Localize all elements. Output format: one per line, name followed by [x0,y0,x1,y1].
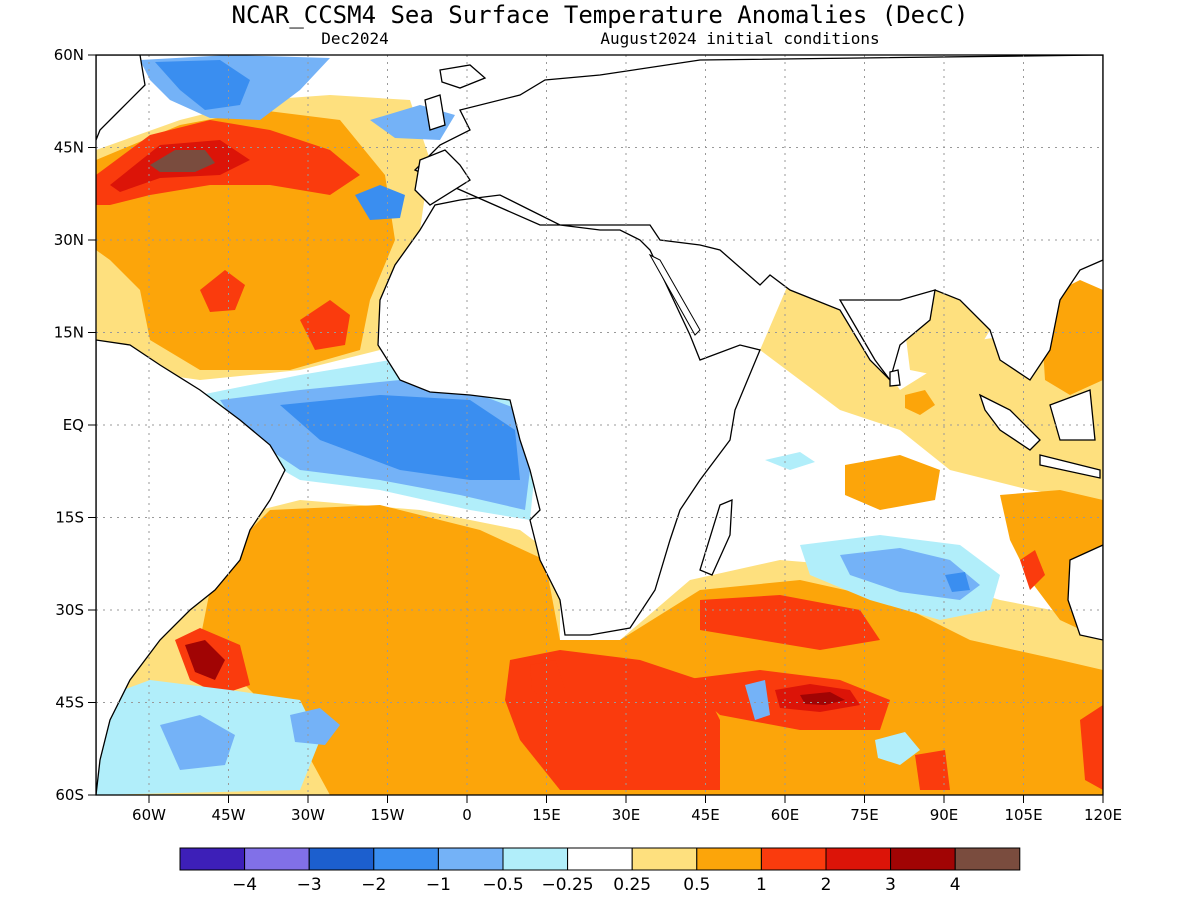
colorbar-label: −2 [361,875,386,895]
landmass-indonesia [978,389,1101,479]
lon-tick-label: 0 [462,806,472,824]
anomaly-region-subtropical-atl-red [200,270,245,312]
lat-tick-label: 30N [54,231,84,249]
anomaly-region-southern-red-mid [915,750,950,790]
colorbar-label: 1 [756,875,767,895]
colorbar-swatch [890,847,956,871]
anomaly-region-iberia-cool [355,185,405,220]
colorbar-swatch [373,847,439,871]
forecast-month-label: Dec2024 [321,29,388,48]
lon-tick-label: 120E [1084,806,1122,824]
lon-tick-label: 30E [612,806,641,824]
anomaly-region-agulhas-red [700,595,880,650]
colorbar-label: −1 [426,875,451,895]
colorbar-label: −3 [297,875,322,895]
lat-tick-label: 15N [54,324,84,342]
longitude-tick-labels: 60W 45W 30W 15W 0 15E 30E 45E 60E 75E 90E 105E 120E [132,795,1122,824]
anomaly-region-mascarene-cool [765,452,815,470]
colorbar-label: 3 [885,875,896,895]
colorbar-swatch [437,847,504,871]
initial-conditions-label: August2024 initial conditions [600,29,879,48]
anomaly-region-central-indian-orange [845,455,940,510]
anomaly-region-south-atlantic-red-patch [530,660,565,700]
anomaly-region-south-indian-colder [945,572,970,592]
anomaly-region-kerguelen-cool [875,732,920,765]
landmass-iberia-europe-edge [414,149,471,206]
lat-tick-label: 15S [55,509,84,527]
anomaly-region-crozet-cool [745,680,770,720]
lon-tick-label: 90E [930,806,959,824]
colorbar-label: −0.25 [542,875,594,895]
landmass-uk [424,94,446,131]
lon-tick-label: 15W [371,806,405,824]
anomaly-region-bay-orange [905,390,935,415]
lon-tick-label: 75E [850,806,879,824]
colorbar-label: 0.25 [613,875,651,895]
colorbar-swatch [502,847,569,871]
lat-tick-label: 45S [55,694,84,712]
lat-tick-label: 60N [54,46,84,64]
anomaly-field [96,55,1103,795]
anomaly-region-east-indian-red [1020,550,1045,590]
lon-tick-label: 15E [532,806,561,824]
colorbar-label: −0.5 [482,875,523,895]
colorbar: −4 −3 −2 −1 −0.5 −0.25 0.25 0.5 1 2 3 4 [179,847,1021,895]
landmass-australia [1067,544,1103,641]
colorbar-label: −4 [232,875,257,895]
anomaly-region-southern-ocean-max [800,692,845,705]
latitude-tick-labels: 60N 45N 30N 15N EQ 15S 30S 45S 60S [54,46,96,804]
colorbar-label: 2 [821,875,832,895]
anomaly-region-subpolar-cold [155,60,250,110]
landmass-africa-europe-asia [377,55,1103,636]
lon-tick-label: 45W [212,806,246,824]
lon-tick-label: 60E [771,806,800,824]
landmass-iceland [439,64,487,89]
landmass-south-america [96,339,286,795]
anomaly-region-southern-red-far-east [1080,705,1103,790]
anomaly-region-patagonia-cold [160,715,235,770]
colorbar-swatch [696,847,762,871]
anomaly-region-gulf-stream-max [150,150,215,172]
lon-tick-label: 30W [291,806,325,824]
colorbar-swatch [760,847,827,871]
colorbar-swatch [954,847,1021,871]
anomaly-region-equatorial-cold [280,395,520,480]
landmass-north-america [96,55,146,141]
landmass-madagascar [699,499,733,576]
landmass-sri-lanka [889,369,901,387]
lat-tick-label: 30S [55,601,84,619]
lon-tick-label: 45E [691,806,720,824]
colorbar-swatch [308,847,375,871]
colorbar-label: 4 [950,875,961,895]
lat-tick-label: EQ [63,416,84,434]
colorbar-label: 0.5 [683,875,710,895]
lon-tick-label: 105E [1004,806,1042,824]
map-title: NCAR_CCSM4 Sea Surface Temperature Anoma… [232,1,969,29]
anomaly-region-brazil-malvinas-darkred [185,640,225,680]
water-red-sea-gulf [648,253,701,336]
anomaly-region-south-atl-cold-patch [290,708,340,745]
colorbar-swatch [244,847,310,871]
lat-tick-label: 45N [54,139,84,157]
map-grid [96,55,1103,795]
colorbar-swatch [631,847,698,871]
lon-tick-label: 60W [132,806,166,824]
lat-tick-label: 60S [55,786,84,804]
anomaly-region-canary-red [300,300,350,350]
colorbar-swatch [825,847,892,871]
anomaly-region-south-indian-cold [840,548,980,600]
colorbar-swatch [179,847,246,871]
colorbar-swatch [567,847,633,871]
